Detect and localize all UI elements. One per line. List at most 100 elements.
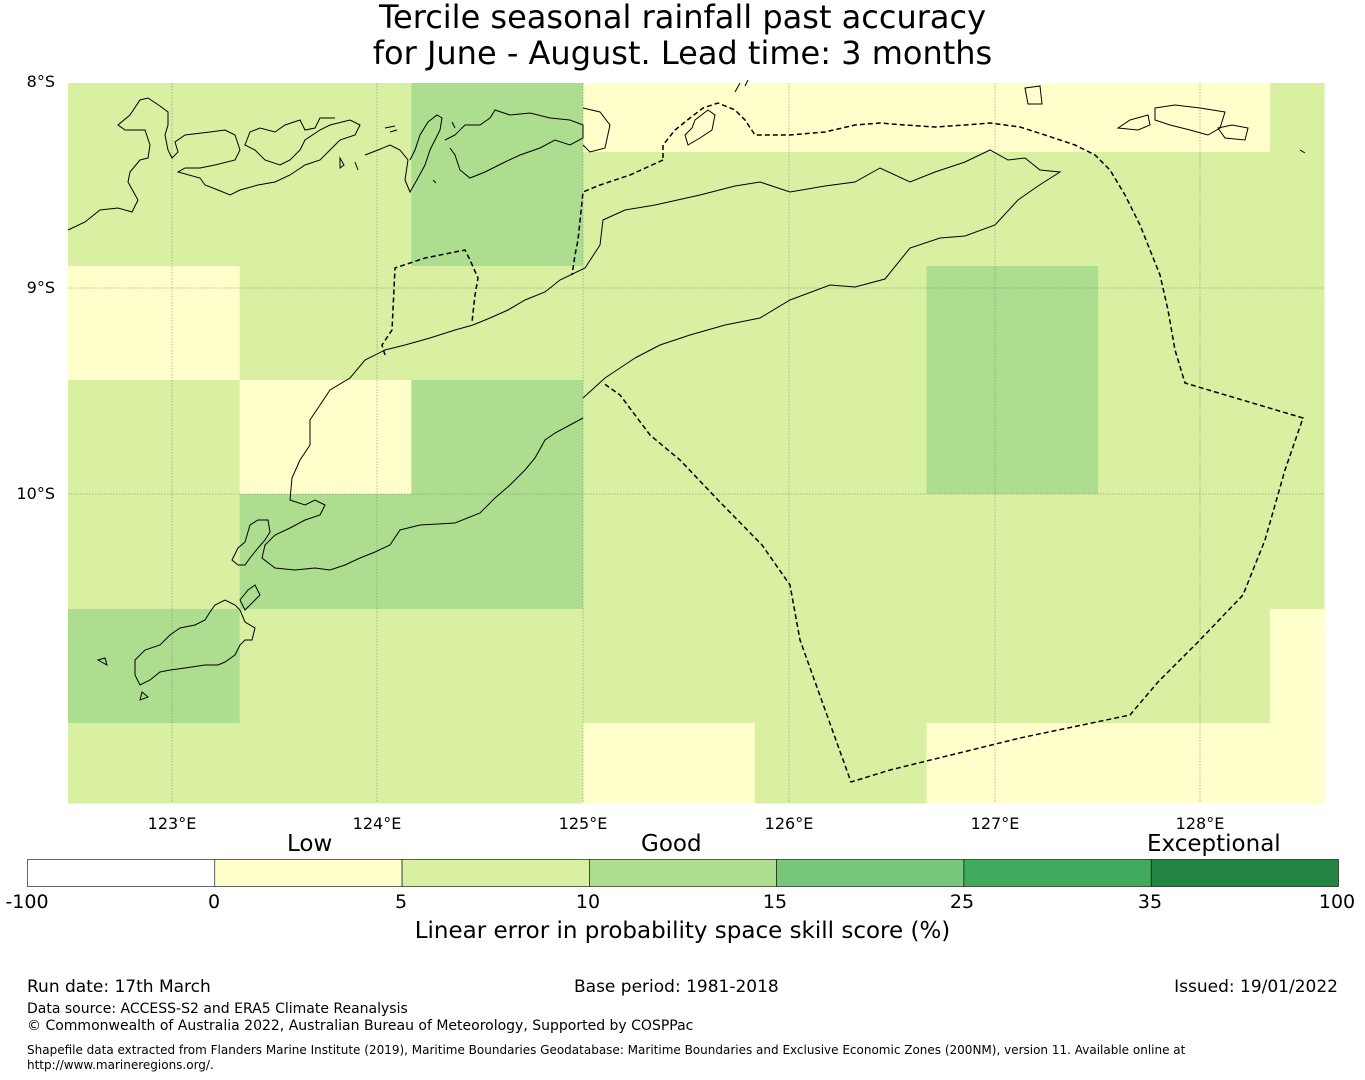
grid-cell <box>1269 723 1325 804</box>
grid-cell <box>583 609 670 724</box>
lon-label-124e: 124°E <box>352 814 402 833</box>
grid-cell <box>1012 152 1099 267</box>
grid-cell <box>239 723 327 804</box>
coastline-icon <box>67 79 1306 701</box>
colorbar-tick: -100 <box>5 891 49 913</box>
colorbar-segment <box>776 859 965 887</box>
grid-cell <box>411 380 498 495</box>
sumba-coast <box>96 599 256 701</box>
grid-cell <box>153 152 241 267</box>
grid-cell <box>153 266 241 381</box>
grid-cell <box>583 494 670 610</box>
grid-cell <box>1269 380 1325 495</box>
grid-cell <box>1269 609 1325 724</box>
grid-cell <box>325 494 412 610</box>
grid-cell <box>153 380 241 495</box>
grid-cell <box>497 266 584 381</box>
category-label-exceptional: Exceptional <box>1147 831 1281 857</box>
issued-date: Issued: 19/01/2022 <box>1174 977 1338 997</box>
lat-label-8s: 8°S <box>26 72 55 91</box>
lon-label-125e: 125°E <box>558 814 608 833</box>
grid-cell <box>1012 266 1099 381</box>
grid-cell <box>926 380 1013 495</box>
grid-cell <box>68 609 155 724</box>
grid-cell <box>668 723 756 804</box>
grid-cell <box>239 152 327 267</box>
lon-label-126e: 126°E <box>764 814 814 833</box>
grid-cell <box>153 494 241 610</box>
grid-cell <box>1098 83 1185 153</box>
atauro-coast <box>684 109 716 146</box>
colorbar-tick: 100 <box>1318 891 1356 913</box>
colorbar-tick: 0 <box>207 891 221 913</box>
grid-cell <box>411 723 498 804</box>
shapefile-credit-line2: http://www.marineregions.org/. <box>27 1058 214 1072</box>
grid-cell <box>926 83 1013 153</box>
grid-cell <box>583 266 670 381</box>
grid-cell <box>68 494 155 610</box>
grid-cell <box>1012 723 1099 804</box>
grid-cell <box>153 723 241 804</box>
colorbar-segment <box>27 859 216 887</box>
grid-cell <box>497 609 584 724</box>
east-islands-coast <box>1024 85 1249 141</box>
grid-cell <box>1184 494 1271 610</box>
flores-coast <box>67 97 361 231</box>
grid-cell <box>239 609 327 724</box>
grid-cell <box>840 152 928 267</box>
lat-label-10s: 10°S <box>16 484 55 503</box>
grid-cell <box>840 494 928 610</box>
skill-grid <box>68 83 1325 804</box>
colorbar-tick: 5 <box>394 891 408 913</box>
grid-cell <box>668 494 756 610</box>
grid-cell <box>411 83 498 153</box>
eez-timor-leste <box>602 102 1304 783</box>
run-date: Run date: 17th March <box>27 977 211 997</box>
grid-cell <box>325 380 412 495</box>
grid-cell <box>68 83 155 153</box>
grid-cell <box>1098 609 1185 724</box>
grid-cell <box>926 494 1013 610</box>
grid-cell <box>754 380 842 495</box>
grid-cell <box>583 83 670 153</box>
grid-cell <box>1269 266 1325 381</box>
grid-cell <box>926 609 1013 724</box>
grid-cell <box>1098 152 1185 267</box>
grid-cell <box>411 609 498 724</box>
grid-cell <box>1012 609 1099 724</box>
grid-cell <box>68 152 155 267</box>
lon-label-123e: 123°E <box>147 814 197 833</box>
lat-label-9s: 9°S <box>26 278 55 297</box>
grid-cell <box>754 723 842 804</box>
grid-cell <box>1269 152 1325 267</box>
lon-label-128e: 128°E <box>1175 814 1225 833</box>
grid-cell <box>325 152 412 267</box>
grid-cell <box>1012 380 1099 495</box>
grid-cell <box>926 266 1013 381</box>
grid-cell <box>1184 723 1271 804</box>
grid-cell <box>840 83 928 153</box>
grid-cell <box>754 152 842 267</box>
colorbar-label: Linear error in probability space skill … <box>414 918 951 944</box>
grid-cell <box>68 380 155 495</box>
grid-cell <box>411 494 498 610</box>
grid-cell <box>754 83 842 153</box>
chart-title-line2: for June - August. Lead time: 3 months <box>372 34 993 72</box>
map-gridlines <box>68 83 1324 803</box>
timor-coast <box>261 149 1062 571</box>
grid-cell <box>1269 83 1325 153</box>
colorbar-segment <box>589 859 777 887</box>
grid-cell <box>1184 83 1271 153</box>
grid-cell <box>668 152 756 267</box>
grid-cell <box>1012 494 1099 610</box>
grid-cell <box>668 266 756 381</box>
chart-title-line1: Tercile seasonal rainfall past accuracy <box>378 0 987 36</box>
wetar-coast <box>582 107 611 153</box>
grid-cell <box>1269 494 1325 610</box>
grid-cell <box>1098 380 1185 495</box>
base-period: Base period: 1981-2018 <box>574 977 779 997</box>
grid-cell <box>239 494 327 610</box>
grid-cell <box>239 83 327 153</box>
grid-cell <box>325 723 412 804</box>
copyright: © Commonwealth of Australia 2022, Austra… <box>27 1018 694 1034</box>
